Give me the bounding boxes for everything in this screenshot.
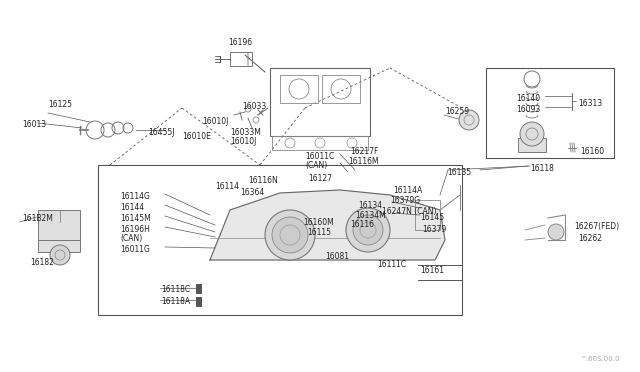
Text: 16145M: 16145M — [120, 214, 151, 223]
Text: 16455J: 16455J — [148, 128, 175, 137]
Text: 16125: 16125 — [48, 100, 72, 109]
Text: 16115: 16115 — [307, 228, 331, 237]
Text: 16379: 16379 — [422, 225, 446, 234]
Text: 16114: 16114 — [215, 182, 239, 191]
Text: 16262: 16262 — [578, 234, 602, 243]
Text: 16114G: 16114G — [120, 192, 150, 201]
Bar — [196, 297, 201, 306]
Text: 16013: 16013 — [22, 120, 46, 129]
Text: 16135: 16135 — [447, 168, 471, 177]
Bar — [415, 200, 440, 230]
Circle shape — [520, 122, 544, 146]
Text: 16033: 16033 — [242, 102, 266, 111]
Text: 16010J: 16010J — [202, 117, 228, 126]
Text: 16196: 16196 — [228, 38, 252, 47]
Text: 16111C: 16111C — [377, 260, 406, 269]
Text: 16145: 16145 — [420, 213, 444, 222]
Text: 16267(FED): 16267(FED) — [574, 222, 619, 231]
Text: 16118A: 16118A — [161, 297, 190, 306]
Text: 16196H: 16196H — [120, 225, 150, 234]
Circle shape — [272, 217, 308, 253]
Text: 16114A: 16114A — [393, 186, 422, 195]
Circle shape — [548, 224, 564, 240]
Text: 16010E: 16010E — [182, 132, 211, 141]
Text: 16134M: 16134M — [355, 211, 386, 220]
Text: 16217F: 16217F — [350, 147, 378, 156]
Text: 16364: 16364 — [240, 188, 264, 197]
Text: 16081: 16081 — [325, 252, 349, 261]
Bar — [272, 136, 368, 150]
Bar — [38, 240, 80, 252]
Circle shape — [50, 245, 70, 265]
Text: 16313: 16313 — [578, 99, 602, 108]
Text: 16160M: 16160M — [303, 218, 333, 227]
Circle shape — [353, 215, 383, 245]
Bar — [38, 210, 80, 240]
Circle shape — [346, 208, 390, 252]
Text: (CAN): (CAN) — [120, 234, 142, 243]
Bar — [270, 68, 370, 136]
Text: 16247N (CAN): 16247N (CAN) — [382, 207, 436, 216]
Text: 16118: 16118 — [530, 164, 554, 173]
Bar — [98, 165, 462, 315]
Text: 16118C: 16118C — [161, 285, 190, 294]
Text: 16033M: 16033M — [230, 128, 261, 137]
Text: 16379G: 16379G — [390, 196, 420, 205]
Text: 161B2M: 161B2M — [22, 214, 53, 223]
Text: 16134: 16134 — [358, 201, 382, 210]
Circle shape — [265, 210, 315, 260]
Text: 16127: 16127 — [308, 174, 332, 183]
Text: 16093: 16093 — [516, 105, 540, 114]
Text: 16011C: 16011C — [305, 152, 334, 161]
Text: 16144: 16144 — [120, 203, 144, 212]
Text: ^.60S.00.0: ^.60S.00.0 — [580, 356, 620, 362]
Text: 16182: 16182 — [30, 258, 54, 267]
Circle shape — [459, 110, 479, 130]
Polygon shape — [210, 190, 445, 260]
Bar — [518, 138, 546, 152]
Text: 16161: 16161 — [420, 266, 444, 275]
Text: (CAN): (CAN) — [305, 161, 327, 170]
Text: 16259: 16259 — [445, 107, 469, 116]
Text: 16116: 16116 — [350, 220, 374, 229]
Bar — [230, 52, 252, 66]
Bar — [196, 284, 201, 293]
Text: 16010J: 16010J — [230, 137, 257, 146]
Text: 16011G: 16011G — [120, 245, 150, 254]
Bar — [322, 75, 360, 103]
Text: 16116N: 16116N — [248, 176, 278, 185]
Bar — [486, 68, 614, 158]
Text: 16160: 16160 — [580, 147, 604, 156]
Text: 16140: 16140 — [516, 94, 540, 103]
Text: 16116M: 16116M — [348, 157, 379, 166]
Bar — [280, 75, 318, 103]
